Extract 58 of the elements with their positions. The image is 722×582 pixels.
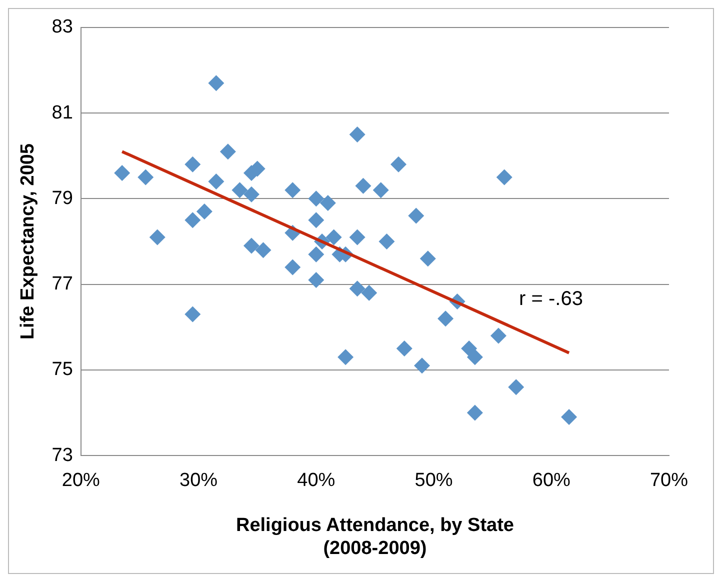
point [308, 246, 324, 262]
point [184, 156, 201, 172]
x-tick-label: 20% [62, 470, 100, 492]
point [255, 242, 272, 258]
point [349, 280, 366, 297]
y-tick-label: 81 [52, 102, 73, 124]
point [466, 404, 483, 421]
point [414, 358, 430, 374]
point [320, 194, 336, 211]
point [420, 250, 436, 267]
point [326, 229, 342, 246]
annotation: r = -.63 [519, 288, 583, 310]
point [338, 349, 354, 366]
point [490, 328, 506, 344]
point [361, 284, 378, 301]
point [396, 340, 412, 357]
point [408, 208, 424, 224]
point [561, 409, 578, 426]
x-tick-label: 60% [532, 470, 571, 492]
x-tick-label: 40% [297, 470, 336, 492]
point [208, 75, 224, 92]
point [114, 164, 130, 181]
point [496, 169, 512, 186]
point [220, 144, 236, 160]
point [208, 174, 224, 190]
point [372, 182, 389, 198]
y-tick-label: 83 [52, 16, 73, 38]
point [508, 379, 524, 396]
point [284, 182, 301, 198]
y-tick-label: 79 [52, 188, 73, 209]
x-tick-label: 70% [650, 470, 688, 492]
point [438, 310, 454, 327]
point [461, 340, 478, 357]
point [308, 272, 324, 288]
x-axis-title: Religious Attendance, by State (2008-2009) [236, 515, 514, 559]
point [466, 349, 483, 366]
point [349, 229, 366, 246]
point [308, 190, 324, 207]
point [355, 178, 372, 194]
y-axis-title: Life Expectancy, 2005 [18, 143, 39, 340]
point [243, 238, 260, 254]
point [196, 204, 212, 220]
point [308, 212, 324, 228]
point [378, 234, 395, 250]
point [184, 212, 201, 228]
point [243, 186, 260, 202]
point [184, 306, 201, 322]
y-tick-label: 73 [52, 444, 73, 466]
point [232, 182, 248, 198]
x-tick-label: 30% [180, 470, 218, 492]
y-tick-label: 75 [52, 359, 73, 380]
y-tick-label: 77 [52, 274, 73, 295]
x-tick-label: 50% [414, 470, 453, 492]
point [138, 169, 154, 186]
point [149, 229, 166, 246]
point [390, 156, 406, 172]
point [284, 259, 301, 276]
point [349, 126, 366, 142]
